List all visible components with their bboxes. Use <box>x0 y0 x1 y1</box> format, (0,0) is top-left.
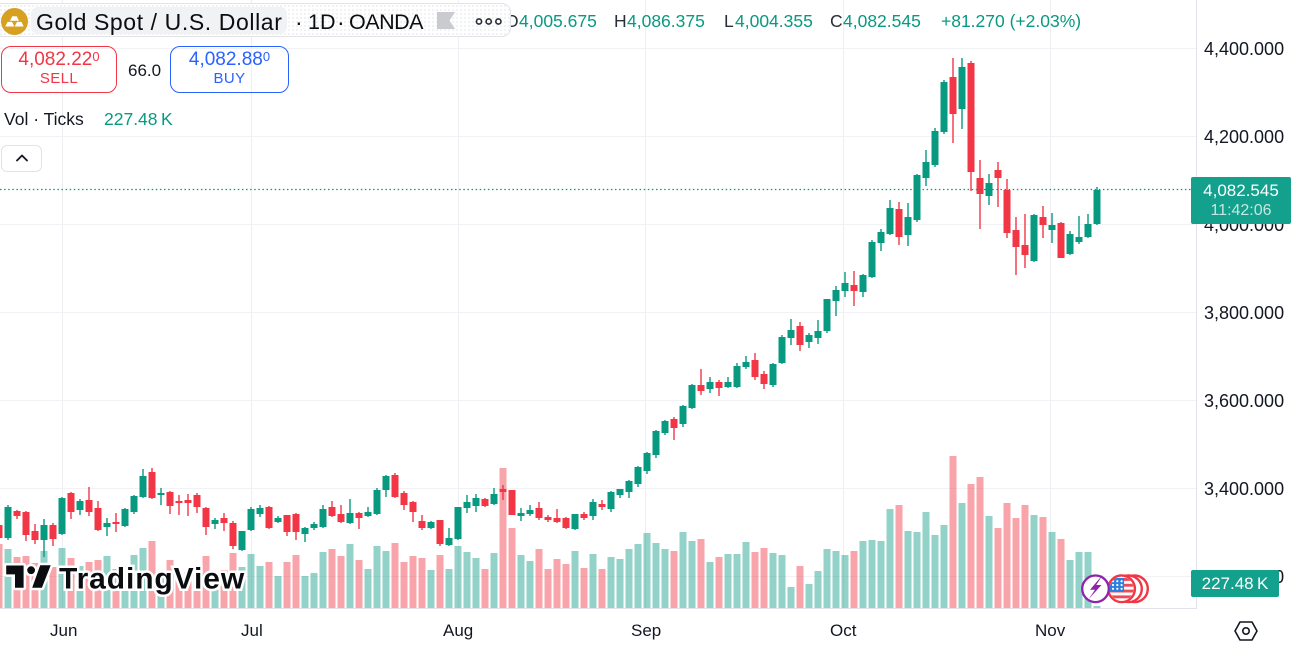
svg-text:TradingView: TradingView <box>59 563 245 596</box>
